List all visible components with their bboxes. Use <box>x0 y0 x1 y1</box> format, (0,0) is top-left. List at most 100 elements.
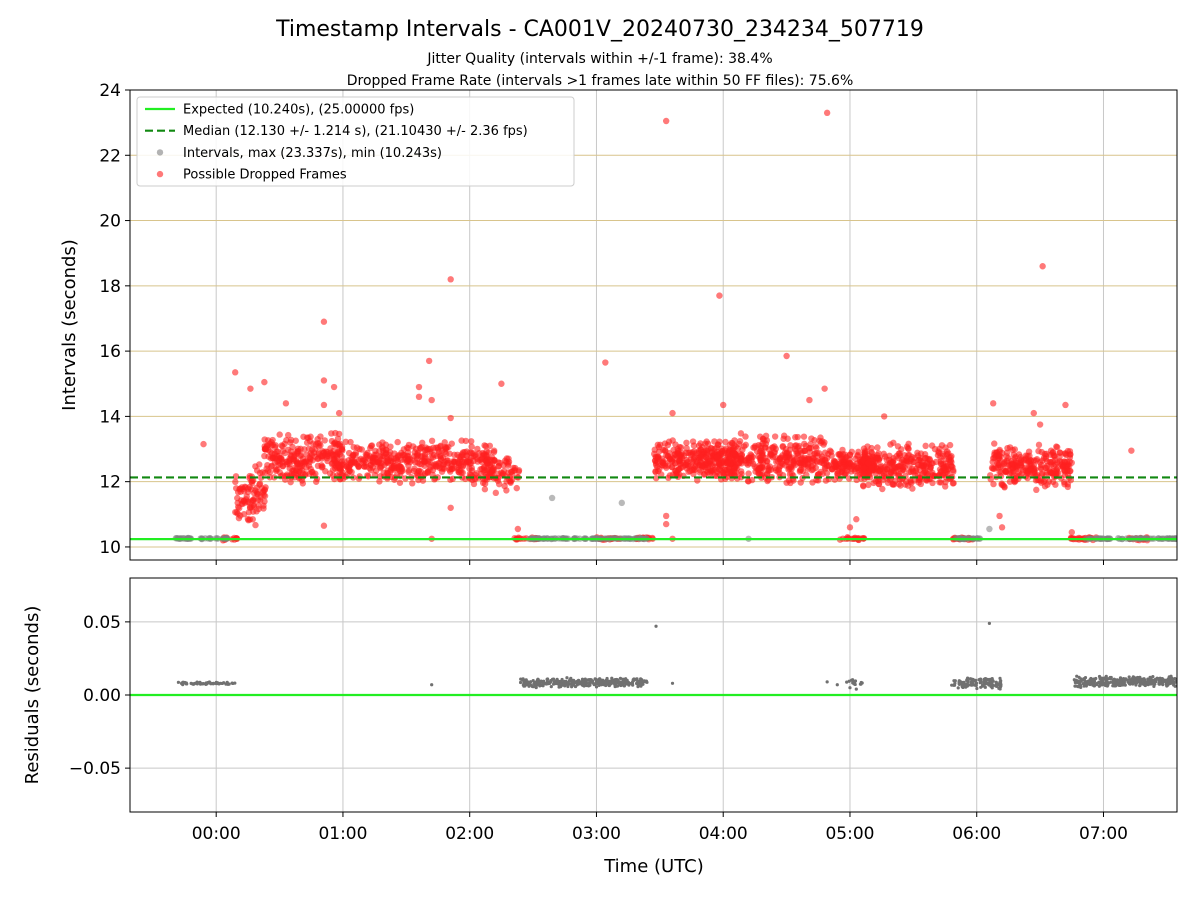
residual-point <box>1138 678 1143 682</box>
interval-point <box>859 482 867 489</box>
residual-point <box>975 686 979 691</box>
interval-point <box>468 467 476 474</box>
interval-point <box>998 524 1006 531</box>
legend-swatch-dot <box>156 149 164 156</box>
residual-point <box>582 684 586 688</box>
interval-point <box>890 454 897 462</box>
residual-point <box>1098 683 1102 687</box>
interval-point <box>914 449 921 457</box>
residual-point <box>1154 679 1158 684</box>
x-tick-label: 01:00 <box>318 824 367 844</box>
residual-point <box>185 682 189 686</box>
residual-point <box>599 683 603 687</box>
interval-point <box>809 466 817 473</box>
interval-point <box>655 443 663 451</box>
residual-point <box>965 677 969 681</box>
interval-point <box>725 465 733 472</box>
interval-point <box>417 445 424 452</box>
interval-point <box>874 444 881 451</box>
interval-point <box>1047 447 1055 454</box>
interval-point <box>320 522 328 529</box>
residual-point <box>1172 677 1176 681</box>
interval-point <box>791 442 799 450</box>
interval-point <box>200 440 207 448</box>
interval-point <box>669 437 676 444</box>
interval-point <box>364 449 371 457</box>
residual-point <box>180 681 184 685</box>
residual-point <box>835 683 839 687</box>
interval-point <box>256 461 263 468</box>
interval-point <box>801 440 808 448</box>
interval-point <box>261 452 268 460</box>
interval-point <box>872 477 879 485</box>
residual-point <box>980 683 985 687</box>
interval-point <box>783 479 790 486</box>
interval-point <box>481 486 489 493</box>
interval-point <box>240 510 248 518</box>
interval-point <box>831 459 839 467</box>
interval-point <box>260 502 267 509</box>
interval-point <box>737 474 745 481</box>
interval-point <box>694 477 701 484</box>
residual-point <box>1074 680 1078 684</box>
legend: Expected (10.240s), (25.00000 fps) Median… <box>136 96 575 187</box>
interval-point <box>291 474 298 481</box>
residual-point <box>988 677 992 681</box>
residual-point <box>644 680 648 684</box>
residual-point <box>982 680 986 684</box>
interval-point <box>996 446 1003 454</box>
interval-point <box>859 457 866 464</box>
interval-point <box>662 117 670 125</box>
interval-point <box>330 383 338 391</box>
interval-point <box>427 454 435 462</box>
residual-point <box>985 682 990 686</box>
interval-point <box>799 467 807 475</box>
residual-point <box>634 681 639 686</box>
residual-point <box>1118 676 1123 680</box>
interval-point <box>887 470 894 478</box>
interval-point <box>1038 461 1045 469</box>
interval-point <box>232 369 239 376</box>
interval-point <box>1001 483 1008 490</box>
interval-point <box>481 480 489 487</box>
interval-point <box>419 439 426 447</box>
interval-point <box>483 467 490 474</box>
interval-point <box>1066 454 1074 461</box>
interval-point <box>838 455 846 463</box>
residual-point <box>207 680 211 684</box>
residual-point <box>998 676 1002 680</box>
interval-point <box>371 458 378 466</box>
interval-point <box>780 432 788 439</box>
interval-point <box>379 439 386 446</box>
interval-point <box>276 452 283 460</box>
interval-point <box>990 400 997 407</box>
interval-point <box>846 524 854 531</box>
interval-point <box>376 478 383 485</box>
interval-point <box>365 473 372 480</box>
interval-point <box>783 352 790 360</box>
interval-point <box>273 466 281 473</box>
interval-point <box>994 459 1001 467</box>
interval-point <box>503 478 510 485</box>
residual-point <box>630 682 634 686</box>
interval-point <box>881 466 889 474</box>
interval-point <box>816 450 823 457</box>
interval-point <box>783 457 790 464</box>
interval-point <box>659 459 666 467</box>
residual-point <box>531 678 535 683</box>
interval-point <box>246 483 253 491</box>
residual-point <box>966 680 970 684</box>
interval-point <box>279 448 287 455</box>
residual-point <box>670 681 675 685</box>
top-ytick-label: 16 <box>99 342 121 362</box>
residual-point <box>1138 684 1142 688</box>
interval-point <box>670 455 677 462</box>
interval-point <box>748 457 755 465</box>
interval-point <box>848 468 855 475</box>
interval-point <box>384 454 391 461</box>
interval-point <box>879 485 886 493</box>
interval-point <box>855 448 862 456</box>
residual-point <box>1073 684 1077 688</box>
interval-point <box>900 457 908 465</box>
residual-point <box>1147 678 1151 682</box>
